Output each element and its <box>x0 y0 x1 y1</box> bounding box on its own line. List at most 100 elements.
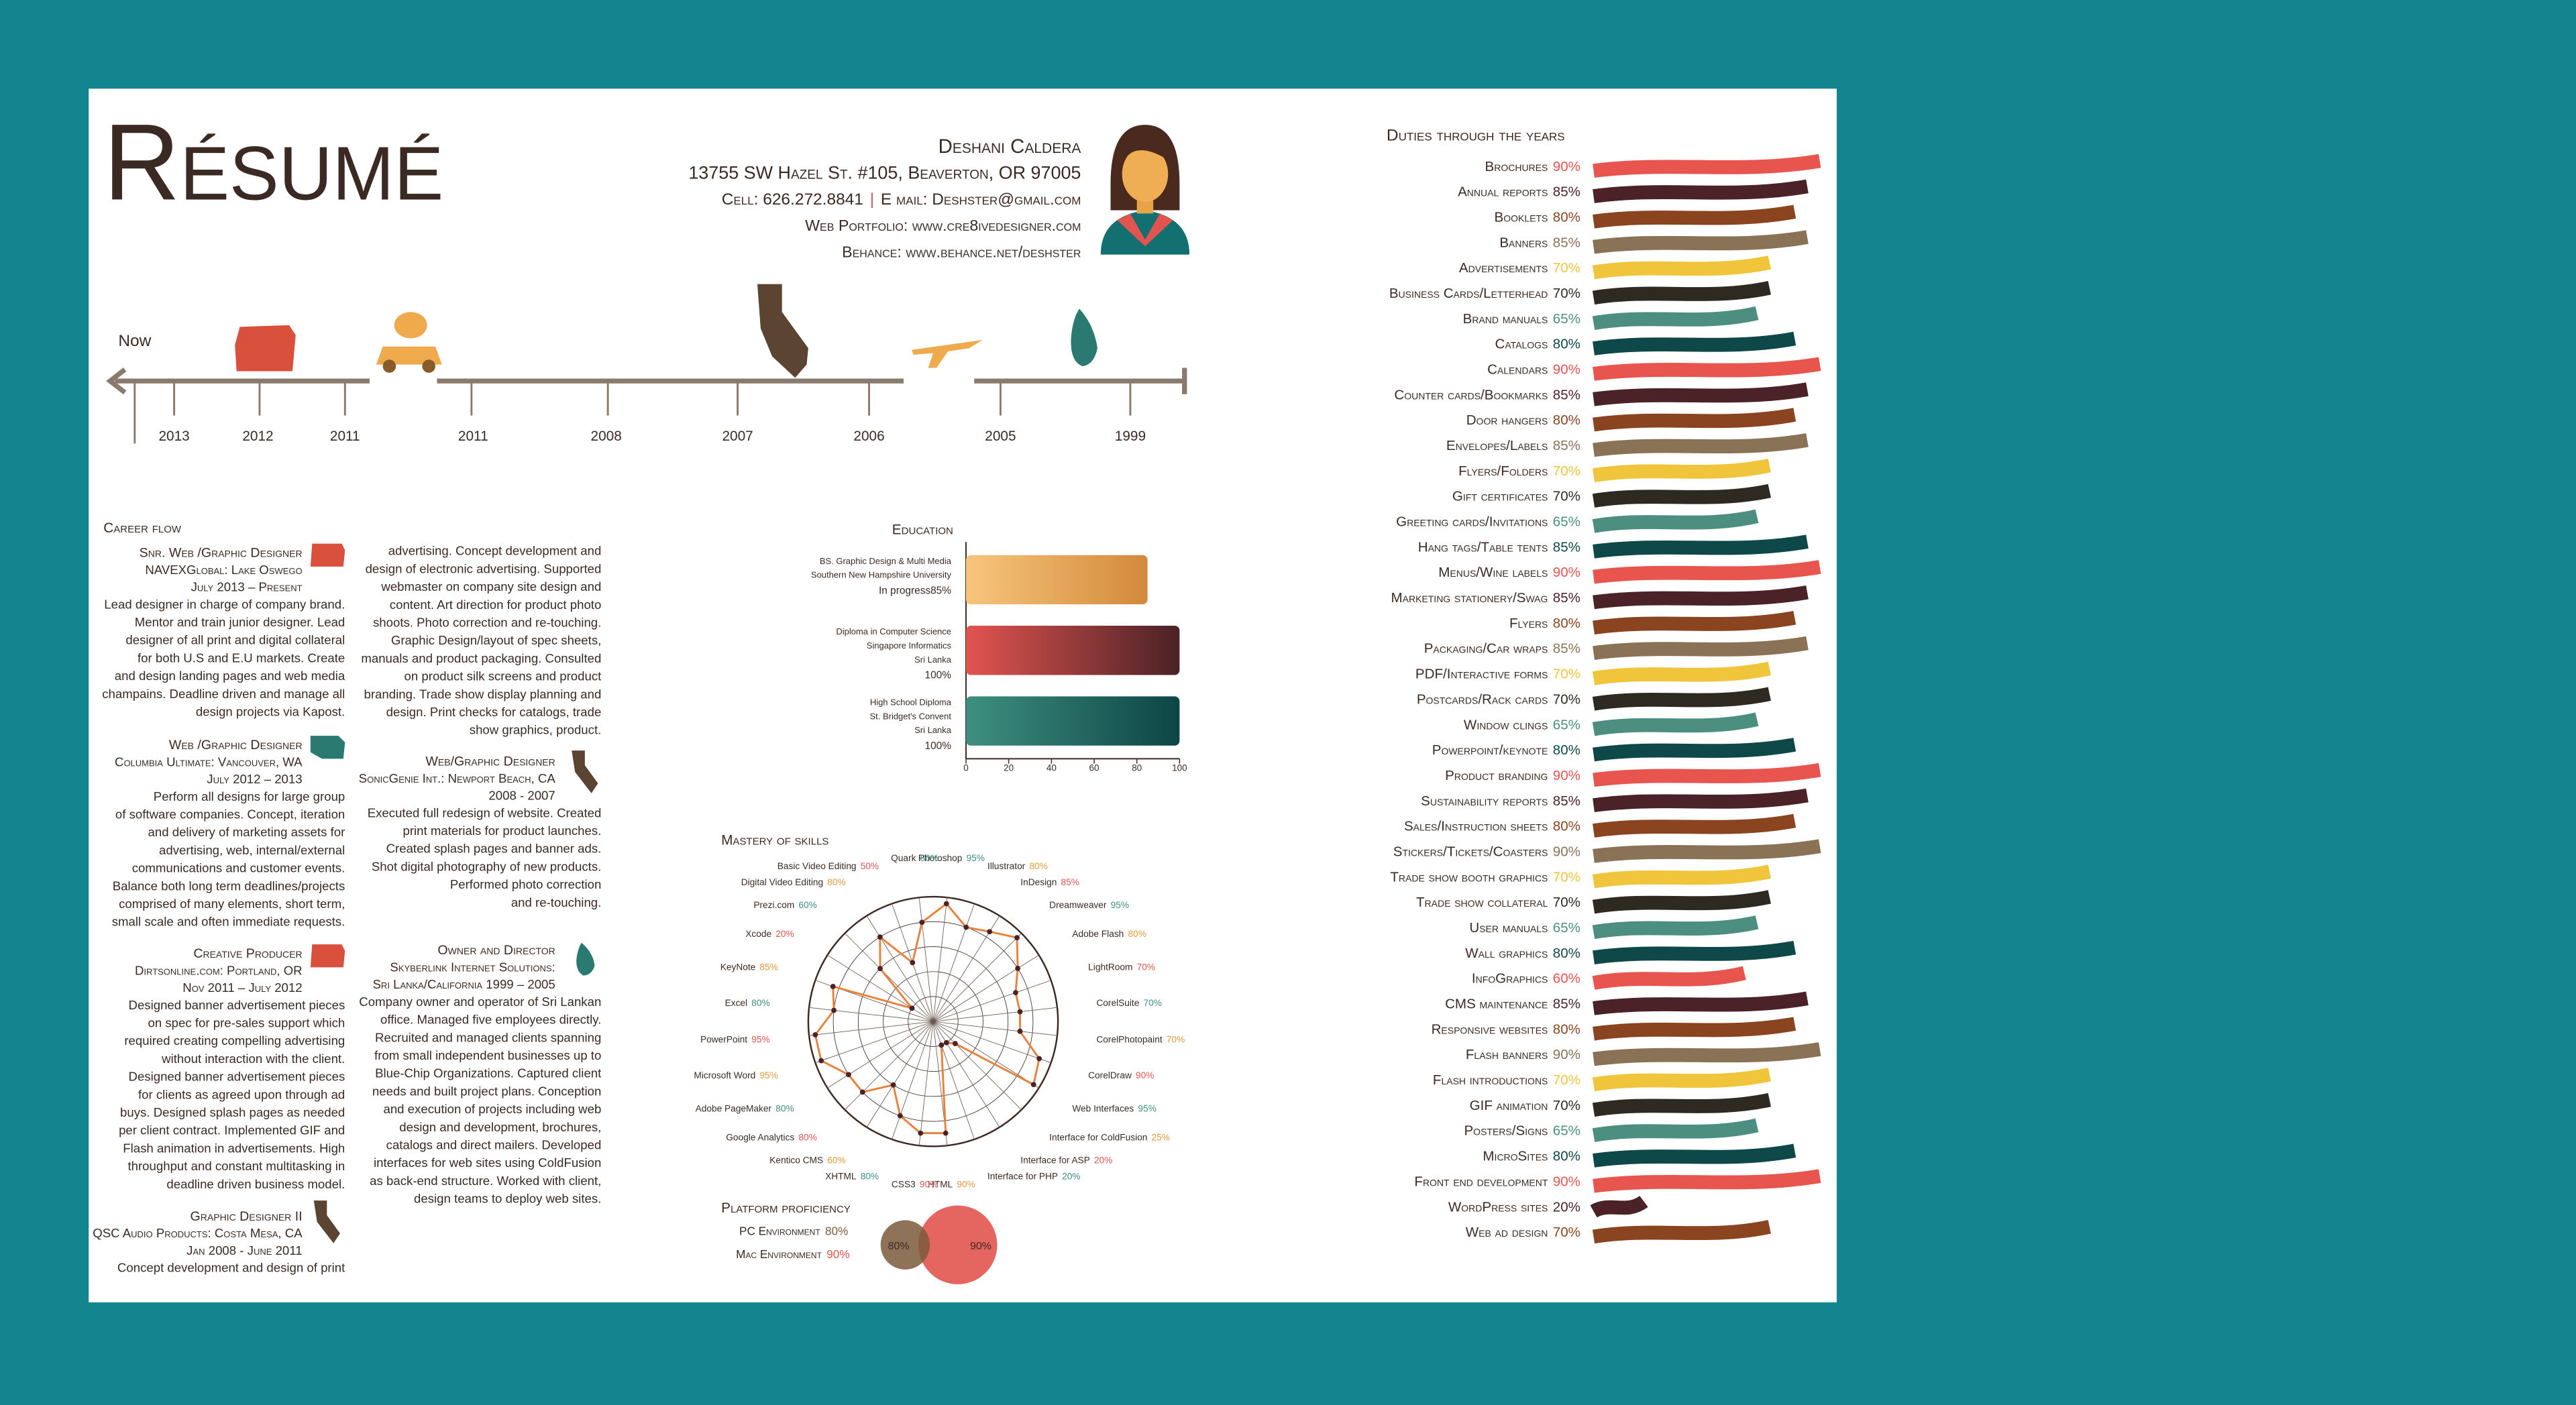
duty-name: Calendars <box>1487 362 1548 378</box>
spoke <box>932 903 975 1022</box>
job-description: on spec for pre-sales support which <box>148 1016 345 1030</box>
duty-name: Business Cards/Letterhead <box>1389 286 1548 301</box>
duty-label: Flash banners 90% <box>1466 1048 1580 1063</box>
skill-point <box>1036 1056 1042 1062</box>
skill-label: Xcode 20% <box>745 929 794 939</box>
x-tick-label: 0 <box>963 763 968 773</box>
duty-label: Banners 85% <box>1499 235 1580 251</box>
duty-name: Postcards/Rack cards <box>1417 692 1548 708</box>
duty-value: 80% <box>1553 337 1580 352</box>
skill-label: HTML 90% <box>928 1179 975 1189</box>
grid-circle <box>833 921 1034 1122</box>
duty-value: 80% <box>1553 210 1580 225</box>
duty-label: Brand manuals 65% <box>1463 311 1580 327</box>
spoke <box>918 897 934 1022</box>
duty-value: 85% <box>1553 235 1580 251</box>
duty-name: Product branding <box>1445 768 1548 783</box>
duty-label: Catalogs 80% <box>1495 337 1580 352</box>
duty-value: 70% <box>1553 1072 1580 1088</box>
platform-value: 80% <box>825 1224 848 1237</box>
skill-name: CorelDraw <box>1088 1070 1132 1080</box>
education-title: Education <box>892 522 953 537</box>
duty-label: Calendars 90% <box>1487 362 1580 378</box>
skill-value: 90% <box>1136 1070 1154 1080</box>
skill-name: Interface for PHP <box>987 1171 1058 1181</box>
duty-label: Marketing stationery/Swag 85% <box>1391 591 1580 606</box>
skill-point <box>1014 935 1020 941</box>
x-tick-label: 40 <box>1046 763 1057 773</box>
platform-name: Mac Environment <box>736 1247 822 1260</box>
skill-point <box>1013 990 1018 996</box>
spoke <box>932 954 1039 1022</box>
skill-value: 60% <box>827 1155 845 1165</box>
skill-label: Interface for PHP 20% <box>987 1171 1081 1181</box>
education-value: 100% <box>925 670 952 681</box>
duty-name: Brand manuals <box>1463 311 1548 327</box>
duty-value: 80% <box>1553 946 1580 961</box>
skill-point <box>943 901 949 907</box>
duty-value: 65% <box>1553 1123 1580 1139</box>
skill-value: 85% <box>1061 877 1079 887</box>
platform-legend: PC Environment 80% <box>739 1224 848 1237</box>
skill-name: Illustrator <box>987 861 1026 871</box>
skill-label: Web Interfaces 95% <box>1072 1103 1156 1113</box>
job-dates: July 2013 – Present <box>191 580 303 594</box>
duty-wave <box>1592 890 1771 914</box>
duty-name: Trade show collateral <box>1416 895 1548 911</box>
skill-name: Excel <box>725 997 748 1007</box>
job-description: design of electronic advertising. Suppor… <box>366 561 602 575</box>
duty-value: 70% <box>1553 870 1580 885</box>
resume-title: Résumé <box>103 102 443 223</box>
duty-name: Web ad design <box>1466 1225 1548 1241</box>
skill-value: 80% <box>861 1171 879 1181</box>
skill-value: 25% <box>1152 1132 1170 1142</box>
skill-point <box>859 1089 865 1095</box>
duty-wave <box>1593 179 1809 203</box>
job-title: Graphic Designer II <box>191 1209 303 1224</box>
skill-point <box>818 1058 824 1064</box>
skill-label: Adobe Flash 80% <box>1072 929 1146 939</box>
duty-value: 80% <box>1553 743 1580 758</box>
duty-value: 65% <box>1553 514 1580 530</box>
duty-value: 90% <box>1553 768 1580 783</box>
duty-name: WordPress sites <box>1448 1200 1548 1215</box>
duty-name: PDF/Interactive forms <box>1415 667 1548 682</box>
skill-value: 95% <box>1111 900 1129 910</box>
job-description: of software companies. Concept, iteratio… <box>115 807 345 822</box>
spoke <box>809 1021 934 1036</box>
duty-wave <box>1590 1195 1648 1218</box>
job-title: Web /Graphic Designer <box>169 738 303 752</box>
skill-label: LightRoom 70% <box>1088 962 1155 972</box>
duties-title: Duties through the years <box>1387 127 1565 145</box>
duty-label: Sustainability reports 85% <box>1421 793 1580 809</box>
duty-value: 70% <box>1553 895 1580 911</box>
job-description: for clients as agreed upon through ad <box>138 1087 345 1101</box>
duty-label: CMS maintenance 85% <box>1445 997 1580 1012</box>
duty-label: Hang tags/Table tents 85% <box>1418 540 1580 555</box>
duty-wave <box>1593 839 1821 863</box>
spoke <box>932 1021 1039 1088</box>
value-label: 85% <box>930 585 951 597</box>
timeline-year: 2008 <box>591 429 622 444</box>
timeline-icons <box>235 284 1097 378</box>
grid-circle <box>908 996 959 1047</box>
duty-value: 90% <box>1553 844 1580 860</box>
duty-wave <box>1593 433 1809 457</box>
behance: Behance: www.behance.net/deshster <box>842 243 1081 260</box>
job-description: Flash animation in advertisements. High <box>123 1141 345 1155</box>
spoke <box>845 933 934 1022</box>
duty-name: InfoGraphics <box>1472 971 1548 987</box>
duty-name: Catalogs <box>1495 337 1548 352</box>
duty-wave <box>1592 966 1746 990</box>
job-description: design projects via Kapost. <box>196 704 345 718</box>
duty-label: PDF/Interactive forms 70% <box>1415 667 1580 682</box>
duty-name: Envelopes/Labels <box>1446 438 1548 453</box>
duty-label: Trade show booth graphics 70% <box>1390 870 1580 885</box>
career-heading: Career flow <box>103 520 182 536</box>
job-description: Company owner and operator of Sri Lankan <box>359 995 601 1009</box>
skill-point <box>1017 1028 1023 1034</box>
job-description: Designed banner advertisement pieces <box>129 998 345 1012</box>
education-label: St. Bridget's Convent <box>870 711 952 721</box>
duty-name: Marketing stationery/Swag <box>1391 591 1548 606</box>
duty-wave <box>1593 763 1821 787</box>
